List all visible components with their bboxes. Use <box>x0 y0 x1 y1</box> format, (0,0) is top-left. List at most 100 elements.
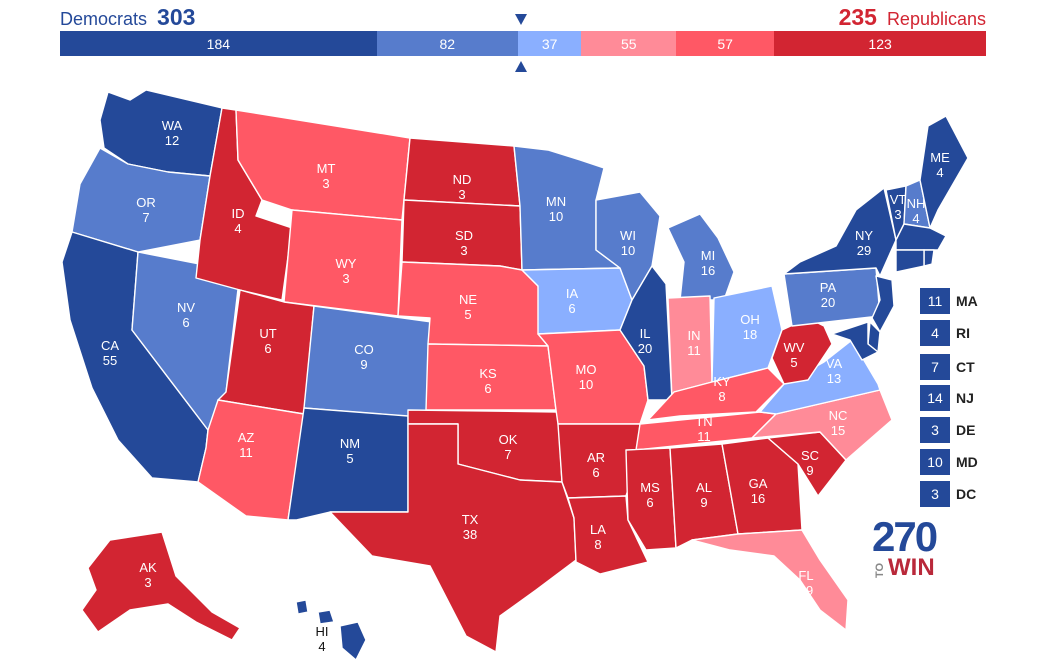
state-label-ut: UT <box>259 326 276 341</box>
state-ct[interactable] <box>895 249 925 273</box>
small-state-ev-ri[interactable]: 4 <box>920 320 950 346</box>
state-ga[interactable] <box>721 437 803 535</box>
tally-segment-safe-rep[interactable]: 123 <box>774 31 986 56</box>
small-state-row-dc[interactable]: 3 DC <box>920 481 976 507</box>
state-ev-hi: 4 <box>318 639 325 654</box>
small-state-ev-ma[interactable]: 11 <box>920 288 950 314</box>
state-mi[interactable] <box>667 213 735 301</box>
state-ev-ga: 16 <box>751 491 765 506</box>
small-state-row-ct[interactable]: 7 CT <box>920 354 975 380</box>
tally-segment-lean-dem[interactable]: 37 <box>517 31 582 56</box>
state-label-va: VA <box>826 356 843 371</box>
small-state-abbr-md: MD <box>956 454 978 470</box>
state-label-mn: MN <box>546 194 566 209</box>
state-label-or: OR <box>136 195 156 210</box>
state-label-vt: VT <box>890 192 907 207</box>
state-ev-ky: 8 <box>718 389 725 404</box>
state-label-mi: MI <box>701 248 715 263</box>
state-label-nv: NV <box>177 300 195 315</box>
state-label-al: AL <box>696 480 712 495</box>
state-ev-il: 20 <box>638 341 652 356</box>
state-ev-nc: 15 <box>831 423 845 438</box>
state-co[interactable] <box>303 305 433 419</box>
small-state-abbr-nj: NJ <box>956 390 974 406</box>
state-ev-ca: 55 <box>103 353 117 368</box>
state-la[interactable] <box>567 495 649 575</box>
logo-number: 270 <box>872 513 938 560</box>
small-state-ev-md[interactable]: 10 <box>920 449 950 475</box>
state-wv[interactable] <box>771 317 833 385</box>
small-state-row-de[interactable]: 3 DE <box>920 417 975 443</box>
state-label-ak: AK <box>139 560 157 575</box>
state-ky[interactable] <box>647 367 785 421</box>
state-ev-mt: 3 <box>322 176 329 191</box>
state-ev-la: 8 <box>594 537 601 552</box>
tally-segment-lean-rep[interactable]: 55 <box>581 31 677 56</box>
state-ev-ms: 6 <box>646 495 653 510</box>
state-me[interactable] <box>919 115 969 229</box>
small-state-row-ri[interactable]: 4 RI <box>920 320 970 346</box>
state-label-nm: NM <box>340 436 360 451</box>
tally-header: Democrats 303 235 Republicans <box>60 4 986 30</box>
tally-segment-likely-dem[interactable]: 82 <box>376 31 518 56</box>
state-ev-wi: 10 <box>621 243 635 258</box>
state-ny[interactable] <box>783 187 897 277</box>
state-hi[interactable] <box>295 599 367 661</box>
small-state-row-ma[interactable]: 11 MA <box>920 288 978 314</box>
small-state-abbr-de: DE <box>956 422 976 438</box>
state-ev-nd: 3 <box>458 187 465 202</box>
small-state-row-md[interactable]: 10 MD <box>920 449 978 475</box>
tally-segment-likely-rep[interactable]: 57 <box>676 31 775 56</box>
logo-win: WIN <box>888 554 935 581</box>
state-label-ia: IA <box>566 286 579 301</box>
state-ev-tx: 38 <box>463 527 477 542</box>
state-label-hi: HI <box>316 624 329 639</box>
small-state-ev-de[interactable]: 3 <box>920 417 950 443</box>
democrats-total: 303 <box>157 4 196 30</box>
state-tx[interactable] <box>329 423 577 653</box>
state-label-il: IL <box>640 326 651 341</box>
tally-segment-safe-dem[interactable]: 184 <box>60 31 377 56</box>
state-ev-pa: 20 <box>821 295 835 310</box>
state-label-ar: AR <box>587 450 605 465</box>
state-md[interactable] <box>831 321 879 361</box>
state-ev-nh: 4 <box>912 211 919 226</box>
state-az[interactable] <box>197 399 305 521</box>
small-state-row-nj[interactable]: 14 NJ <box>920 385 974 411</box>
state-label-nc: NC <box>829 408 848 423</box>
state-ev-sc: 9 <box>806 463 813 478</box>
state-ri[interactable] <box>923 249 935 267</box>
republicans-total-group: 235 Republicans <box>839 4 986 31</box>
republicans-label: Republicans <box>886 9 986 29</box>
state-label-tx: TX <box>462 512 479 527</box>
state-ma[interactable] <box>895 223 947 251</box>
state-label-ms: MS <box>640 480 660 495</box>
state-label-ok: OK <box>499 432 518 447</box>
state-label-la: LA <box>590 522 606 537</box>
state-ev-id: 4 <box>234 221 241 236</box>
state-ev-mn: 10 <box>549 209 563 224</box>
small-state-ev-dc[interactable]: 3 <box>920 481 950 507</box>
state-label-fl: FL <box>798 568 813 583</box>
small-state-ev-ct[interactable]: 7 <box>920 354 950 380</box>
state-label-wa: WA <box>162 118 183 133</box>
small-state-ev-nj[interactable]: 14 <box>920 385 950 411</box>
state-fl[interactable] <box>691 529 849 631</box>
state-ev-co: 9 <box>360 357 367 372</box>
state-ak[interactable] <box>81 531 241 641</box>
state-ia[interactable] <box>521 267 633 335</box>
state-label-nd: ND <box>453 172 472 187</box>
logo-to: TO <box>874 562 886 578</box>
state-ev-ks: 6 <box>484 381 491 396</box>
state-ev-ia: 6 <box>568 301 575 316</box>
state-label-ny: NY <box>855 228 873 243</box>
midpoint-up-arrow-icon <box>515 61 527 72</box>
midpoint-down-arrow-icon <box>515 14 527 25</box>
state-label-mo: MO <box>576 362 597 377</box>
state-ev-or: 7 <box>142 210 149 225</box>
small-state-abbr-ri: RI <box>956 325 970 341</box>
state-ms[interactable] <box>625 447 677 551</box>
state-label-ne: NE <box>459 292 477 307</box>
state-il[interactable] <box>619 265 673 401</box>
